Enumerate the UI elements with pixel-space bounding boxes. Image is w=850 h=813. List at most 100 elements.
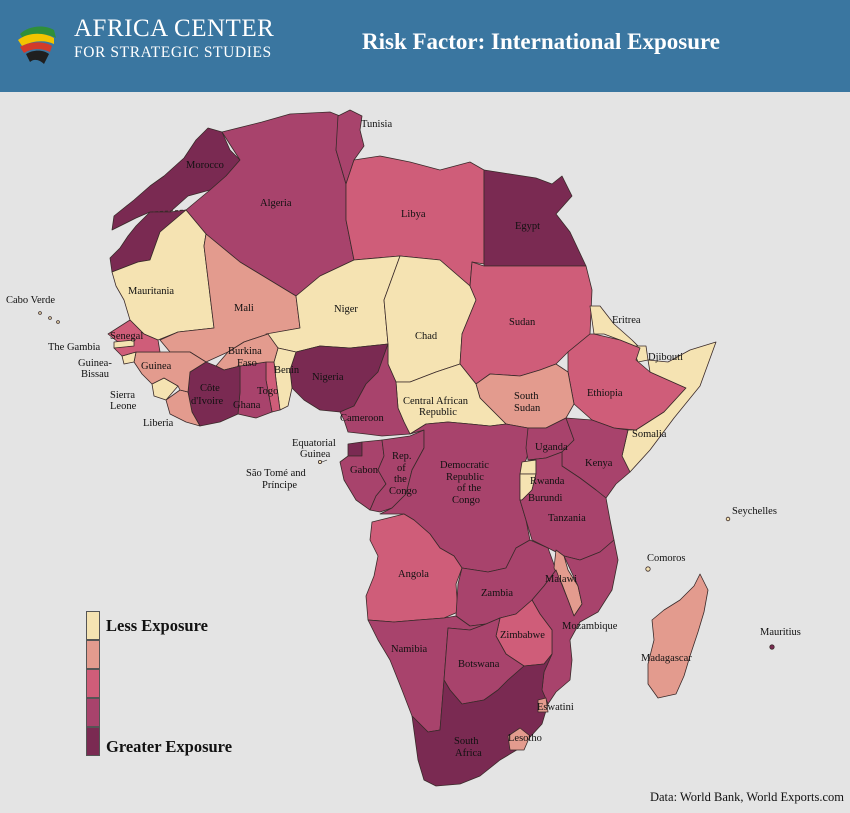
label-libya: Libya bbox=[401, 209, 426, 220]
country-cameroon bbox=[339, 343, 411, 437]
label-car-1: Central African bbox=[403, 396, 469, 407]
label-djibouti: Djibouti bbox=[648, 352, 683, 363]
label-guinea-bissau-2: Bissau bbox=[81, 369, 110, 380]
label-comoros: Comoros bbox=[647, 553, 686, 564]
country-madagascar bbox=[647, 573, 709, 699]
label-drc-1: Democratic bbox=[440, 460, 489, 471]
label-sierra-leone-1: Sierra bbox=[110, 390, 135, 401]
label-south-africa-1: South bbox=[454, 736, 479, 747]
label-south-sudan-2: Sudan bbox=[514, 403, 541, 414]
country-angola bbox=[365, 513, 463, 623]
country-cabo-verde-3 bbox=[56, 320, 60, 324]
country-labels: Tunisia Morocco Algeria Libya Egypt Maur… bbox=[6, 119, 801, 759]
label-uganda: Uganda bbox=[535, 442, 568, 453]
label-equatorial-guinea-2: Guinea bbox=[300, 449, 331, 460]
label-ghana: Ghana bbox=[233, 400, 261, 411]
label-drc-4: Congo bbox=[452, 495, 480, 506]
label-somalia: Somalia bbox=[632, 429, 667, 440]
label-cameroon: Cameroon bbox=[340, 413, 384, 424]
africa-choropleth-map: Tunisia Morocco Algeria Libya Egypt Maur… bbox=[6, 109, 801, 787]
label-zimbabwe: Zimbabwe bbox=[500, 630, 545, 641]
label-liberia: Liberia bbox=[143, 418, 174, 429]
label-angola: Angola bbox=[398, 569, 429, 580]
label-mauritania: Mauritania bbox=[128, 286, 174, 297]
map-title: Risk Factor: International Exposure bbox=[362, 29, 720, 54]
label-rep-congo-3: the bbox=[394, 474, 407, 485]
label-guinea-bissau-1: Guinea- bbox=[78, 358, 112, 369]
leader-lines bbox=[321, 459, 328, 463]
legend-swatch-5 bbox=[86, 727, 100, 756]
label-burundi: Burundi bbox=[528, 493, 563, 504]
label-sao-tome-1: São Tomé and bbox=[246, 468, 306, 479]
label-ethiopia: Ethiopia bbox=[587, 388, 623, 399]
label-tanzania: Tanzania bbox=[548, 513, 586, 524]
country-comoros bbox=[645, 566, 651, 572]
label-guinea: Guinea bbox=[141, 361, 172, 372]
label-cabo-verde: Cabo Verde bbox=[6, 295, 55, 306]
country-cabo-verde-2 bbox=[48, 316, 52, 320]
label-sierra-leone-2: Leone bbox=[110, 401, 137, 412]
label-zambia: Zambia bbox=[481, 588, 513, 599]
label-rep-congo-4: Congo bbox=[389, 486, 417, 497]
label-morocco: Morocco bbox=[186, 160, 224, 171]
country-south-africa bbox=[411, 653, 553, 787]
label-cote-divoire-1: Côte bbox=[200, 383, 220, 394]
label-burkina-faso-1: Burkina bbox=[228, 346, 262, 357]
country-rwanda bbox=[519, 459, 537, 475]
label-mozambique: Mozambique bbox=[562, 621, 618, 632]
country-morocco bbox=[111, 127, 241, 231]
legend-swatch-3 bbox=[86, 669, 100, 698]
label-car-2: Republic bbox=[419, 407, 457, 418]
country-mauritius bbox=[769, 644, 775, 650]
label-rep-congo-1: Rep. bbox=[392, 451, 412, 462]
label-tunisia: Tunisia bbox=[361, 119, 392, 130]
label-south-africa-2: Africa bbox=[455, 748, 482, 759]
label-gabon: Gabon bbox=[350, 465, 379, 476]
africa-logo-icon bbox=[18, 26, 56, 64]
label-the-gambia: The Gambia bbox=[48, 342, 101, 353]
legend-low-label: Less Exposure bbox=[106, 616, 208, 635]
label-madagascar: Madagascar bbox=[641, 653, 692, 664]
country-equatorial-guinea bbox=[347, 441, 363, 457]
label-rwanda: Rwanda bbox=[530, 476, 565, 487]
label-niger: Niger bbox=[334, 304, 358, 315]
label-botswana: Botswana bbox=[458, 659, 500, 670]
label-mauritius: Mauritius bbox=[760, 627, 801, 638]
legend-swatch-2 bbox=[86, 640, 100, 669]
label-cote-divoire-2: d'Ivoire bbox=[191, 396, 224, 407]
label-togo: Togo bbox=[257, 386, 278, 397]
label-mali: Mali bbox=[234, 303, 254, 314]
internal-borders bbox=[149, 209, 187, 213]
label-seychelles: Seychelles bbox=[732, 506, 777, 517]
logo-title: AFRICA CENTER bbox=[74, 15, 275, 42]
country-egypt bbox=[483, 169, 587, 267]
country-seychelles bbox=[725, 516, 731, 522]
legend-swatch-1 bbox=[86, 611, 100, 640]
label-lesotho: Lesotho bbox=[508, 733, 542, 744]
country-cote-divoire bbox=[187, 361, 241, 427]
label-benin: Benin bbox=[274, 365, 300, 376]
label-eswatini: Eswatini bbox=[537, 702, 574, 713]
label-south-sudan-1: South bbox=[514, 391, 539, 402]
label-equatorial-guinea-1: Equatorial bbox=[292, 438, 336, 449]
label-egypt: Egypt bbox=[515, 221, 540, 232]
label-rep-congo-2: of bbox=[397, 463, 406, 474]
country-sao-tome bbox=[317, 459, 322, 464]
source-note: Data: World Bank, World Exports.com bbox=[649, 790, 844, 804]
label-drc-2: Republic bbox=[446, 472, 484, 483]
label-algeria: Algeria bbox=[260, 198, 292, 209]
country-guinea bbox=[133, 351, 207, 393]
label-chad: Chad bbox=[415, 331, 438, 342]
header-bar: AFRICA CENTER FOR STRATEGIC STUDIES Risk… bbox=[0, 0, 850, 92]
country-cabo-verde-1 bbox=[38, 311, 42, 315]
label-nigeria: Nigeria bbox=[312, 372, 344, 383]
label-namibia: Namibia bbox=[391, 644, 427, 655]
label-senegal: Senegal bbox=[110, 331, 143, 342]
label-malawi: Malawi bbox=[545, 574, 577, 585]
legend-high-label: Greater Exposure bbox=[106, 737, 233, 756]
label-sudan: Sudan bbox=[509, 317, 536, 328]
label-drc-3: of the bbox=[457, 483, 482, 494]
country-the-gambia bbox=[113, 339, 135, 349]
label-eritrea: Eritrea bbox=[612, 315, 641, 326]
